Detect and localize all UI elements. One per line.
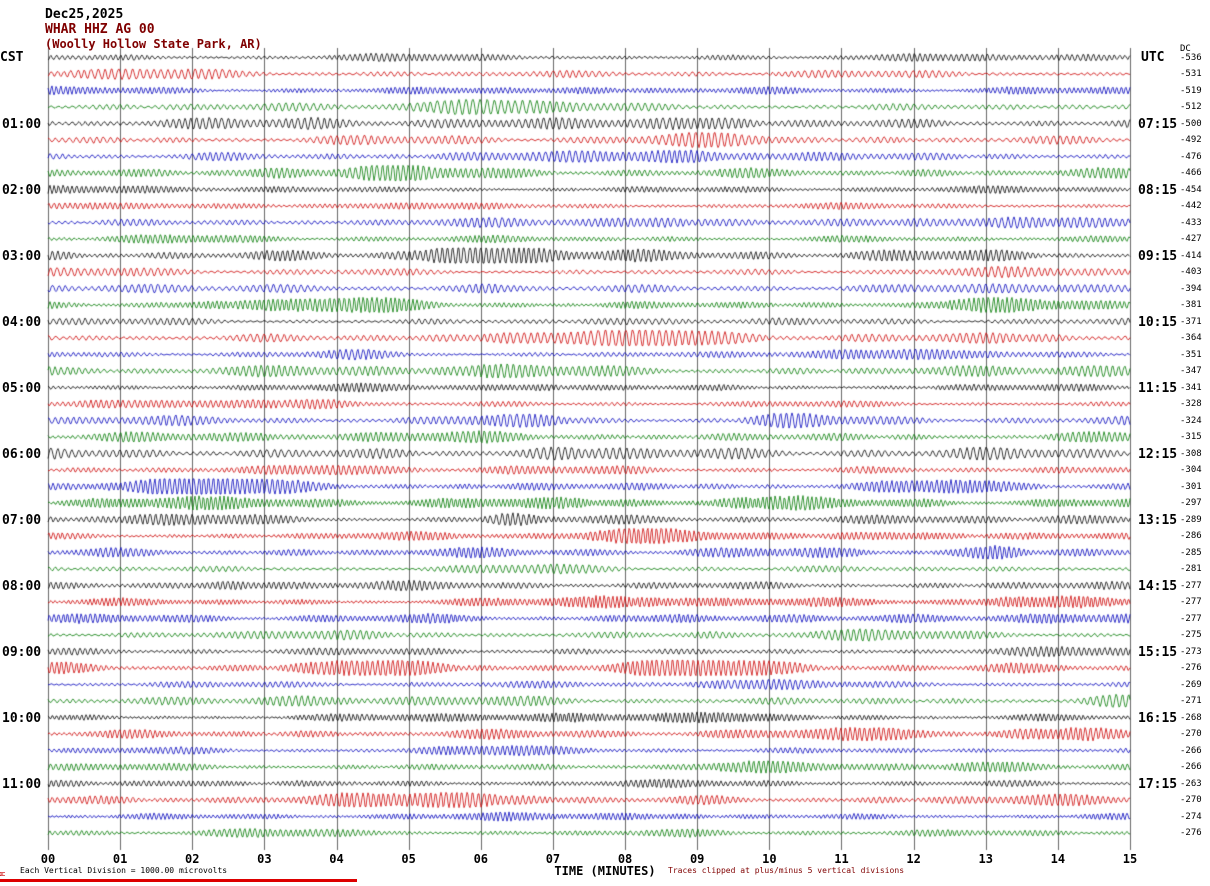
- x-axis-title: TIME (MINUTES): [554, 864, 656, 878]
- clip-note: Traces clipped at plus/minus 5 vertical …: [668, 866, 905, 875]
- red-scale-bar: [0, 879, 357, 882]
- right-axis-header: UTC: [1141, 50, 1165, 65]
- plot-date: Dec25,2025: [45, 7, 124, 22]
- title-block: Dec25,2025 WHAR HHZ AG 00 (Woolly Hollow…: [45, 7, 262, 51]
- station-location: (Woolly Hollow State Park, AR): [45, 37, 262, 51]
- corner-watermark: M: [0, 872, 7, 876]
- scale-note: Each Vertical Division = 1000.00 microvo…: [20, 866, 228, 875]
- left-axis-header: CST: [0, 50, 24, 65]
- station-code: WHAR HHZ AG 00: [45, 22, 155, 37]
- dc-column-header: DC: [1180, 44, 1191, 54]
